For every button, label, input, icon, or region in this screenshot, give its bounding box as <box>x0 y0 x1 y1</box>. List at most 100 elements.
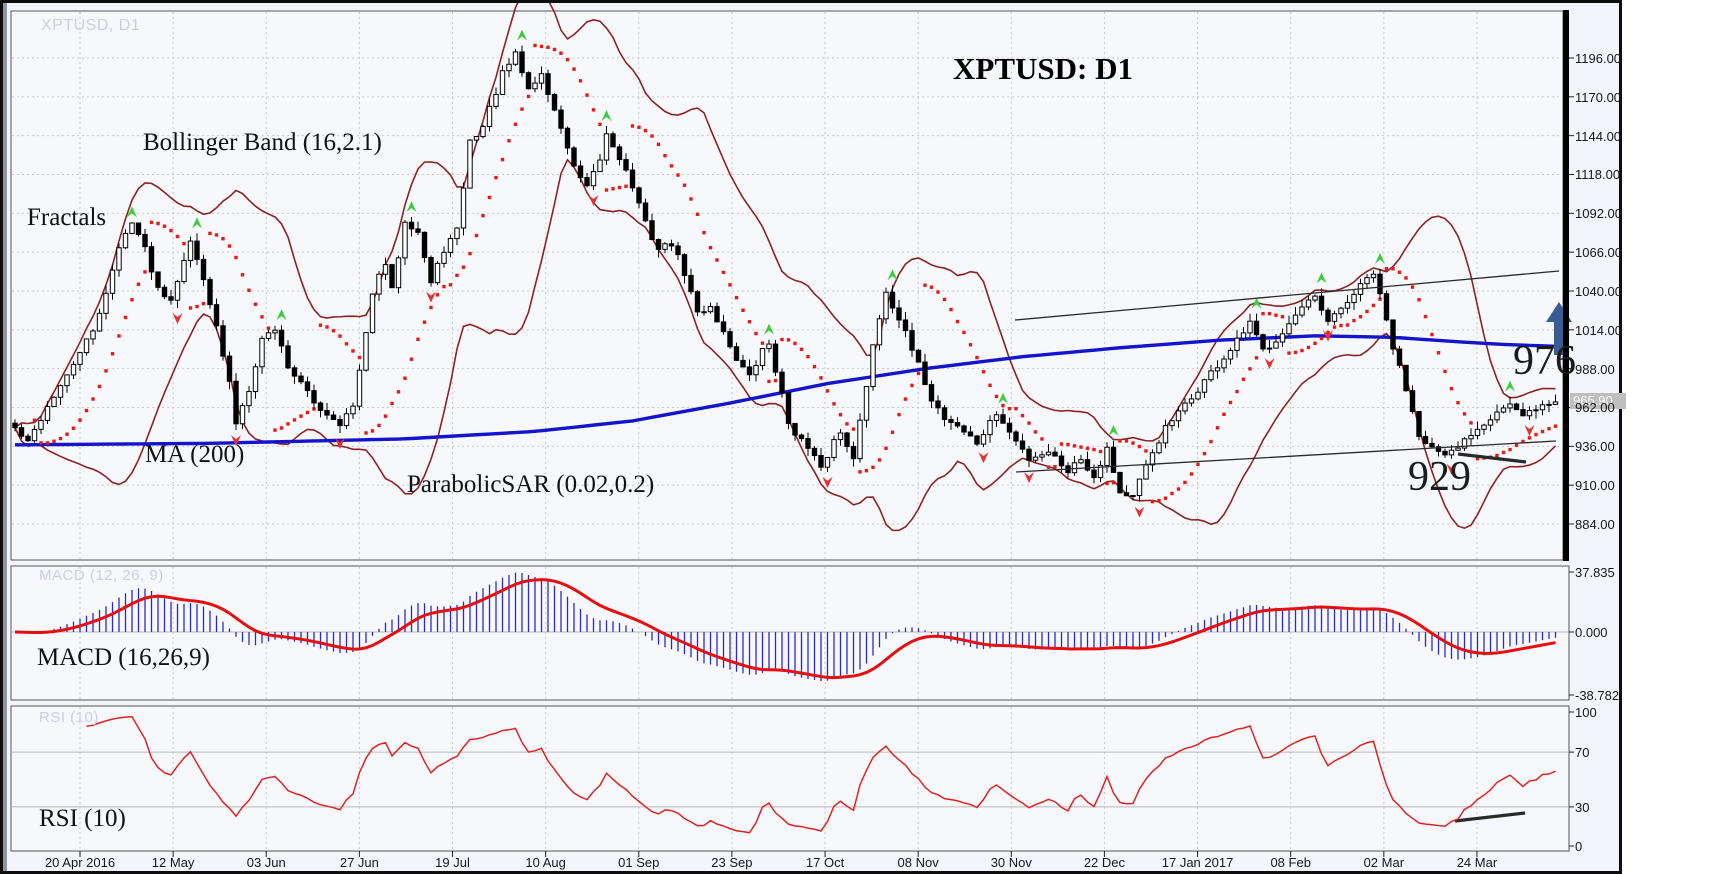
sar-dot <box>1540 429 1545 434</box>
candle <box>1104 446 1110 466</box>
candle <box>1175 410 1182 422</box>
sar-dot <box>942 297 947 302</box>
candle <box>525 72 532 90</box>
fractal-down-arrow <box>1524 425 1535 437</box>
sar-dot <box>656 142 661 147</box>
candle <box>25 435 31 442</box>
candle <box>1156 442 1162 454</box>
candle <box>12 422 18 429</box>
sar-dot <box>435 293 440 297</box>
candle <box>1507 403 1513 409</box>
rsi-panel <box>10 705 1570 852</box>
sar-dot <box>981 370 986 374</box>
sar-dot <box>208 231 212 236</box>
sar-dot <box>851 427 856 431</box>
candle <box>1136 478 1143 497</box>
candle <box>506 63 512 72</box>
sar-dot <box>32 418 37 422</box>
candle <box>1468 435 1474 440</box>
candle <box>402 221 408 259</box>
candle <box>1520 409 1526 417</box>
sar-dot <box>526 94 531 99</box>
sar-dot <box>611 187 615 191</box>
sar-dot <box>1332 325 1337 329</box>
candle <box>1097 464 1104 479</box>
sar-dot <box>747 320 752 324</box>
sar-dot <box>637 125 641 129</box>
candle <box>974 435 980 445</box>
sar-dot <box>845 422 849 426</box>
candle <box>1377 273 1383 295</box>
sar-dot <box>357 355 362 360</box>
candle <box>577 165 584 179</box>
sar-dot <box>1313 341 1317 346</box>
candle <box>1403 364 1409 392</box>
candle <box>1455 447 1461 451</box>
candle <box>675 245 681 256</box>
candle <box>285 345 291 369</box>
sar-dot <box>481 214 485 218</box>
fractal-down-arrow <box>978 452 989 464</box>
sar-dot <box>318 323 323 327</box>
sar-dot <box>429 305 433 310</box>
sar-dot <box>130 298 134 302</box>
sar-dot <box>1228 400 1233 405</box>
fractal-down-arrow <box>1446 463 1457 475</box>
price-chart-canvas[interactable] <box>3 3 1619 871</box>
rsi-line <box>86 715 1556 834</box>
date-axis-label: 24 Mar <box>1456 855 1498 870</box>
candle <box>1117 471 1123 494</box>
candle <box>1195 391 1201 400</box>
sar-dot <box>585 93 589 97</box>
candle <box>1208 370 1214 381</box>
sar-dot <box>234 255 238 260</box>
sar-dot <box>936 290 940 294</box>
candle <box>1013 431 1019 442</box>
candle <box>1253 320 1260 336</box>
sar-dot <box>1001 403 1005 408</box>
candle <box>64 374 70 387</box>
fractal-down-arrow <box>588 195 599 207</box>
sar-dot <box>1267 311 1272 316</box>
candle <box>642 202 649 222</box>
last-price-badge: 965.90 <box>1570 393 1626 409</box>
candle <box>324 409 330 416</box>
candle <box>623 159 629 171</box>
candle <box>499 70 506 95</box>
sar-dot <box>143 270 147 274</box>
sar-dot <box>104 369 108 373</box>
candle <box>1019 440 1026 450</box>
watermark-rsi: RSI (10) <box>39 709 99 726</box>
price-axis-label: 936.00 <box>1575 439 1615 455</box>
candle <box>1058 455 1065 467</box>
date-axis-label: 02 Mar <box>1363 855 1405 870</box>
candle <box>850 445 857 460</box>
candle <box>1130 495 1136 498</box>
sar-dot <box>858 470 862 474</box>
candle <box>467 139 473 189</box>
candle <box>1383 293 1390 321</box>
sar-dot <box>624 184 628 188</box>
candle <box>733 346 740 361</box>
sar-dot <box>754 331 758 336</box>
sar-dot <box>1235 389 1239 394</box>
sar-dot <box>123 315 128 320</box>
candle <box>967 431 974 437</box>
sar-dot <box>949 307 953 312</box>
candle <box>382 264 389 275</box>
candle <box>1123 492 1130 497</box>
sar-dot <box>1254 356 1259 360</box>
candle <box>1032 456 1039 461</box>
candle <box>694 291 701 313</box>
fractal-up-arrow <box>1505 380 1515 392</box>
sar-dot <box>1475 457 1480 461</box>
candle <box>337 419 343 427</box>
sar-dot <box>455 273 459 278</box>
candle <box>480 126 486 138</box>
candle <box>18 427 25 437</box>
candle <box>792 422 798 436</box>
ma200-line <box>14 334 1556 447</box>
sar-dot <box>1196 462 1200 467</box>
candle <box>57 385 64 398</box>
candle <box>343 413 350 427</box>
